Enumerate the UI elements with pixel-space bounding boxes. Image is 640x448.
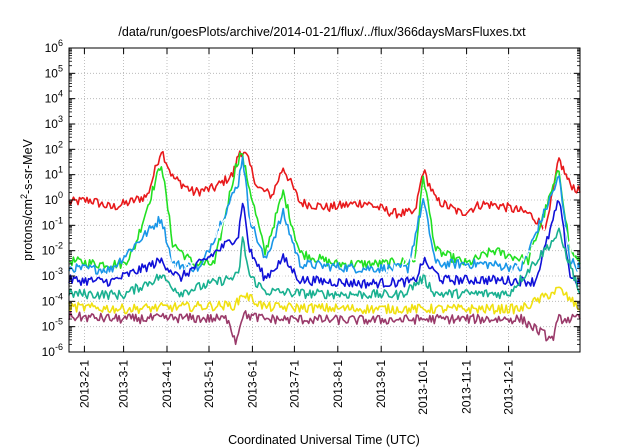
x-tick-label: 2013-3-1 xyxy=(117,360,131,408)
x-tick-label: 2013-10-1 xyxy=(416,360,430,415)
y-axis-label: protons/cm2-s-sr-MeV xyxy=(19,138,35,260)
y-tick-base: 10 xyxy=(45,41,59,55)
series-line-5 xyxy=(68,200,581,289)
y-tick-exponent: -4 xyxy=(55,291,63,301)
y-tick-label: 10-4 xyxy=(42,291,63,308)
y-axis-label-main: protons/cm xyxy=(21,199,35,261)
y-tick-base: 10 xyxy=(42,218,56,232)
y-tick-exponent: 3 xyxy=(58,114,63,124)
y-tick-label: 10-1 xyxy=(42,215,63,232)
y-tick-exponent: 0 xyxy=(58,190,63,200)
gridlines xyxy=(69,48,580,352)
x-tick-label: 2013-6-1 xyxy=(245,360,259,408)
y-tick-label: 106 xyxy=(45,38,63,55)
y-tick-label: 103 xyxy=(45,114,63,131)
y-tick-base: 10 xyxy=(42,345,56,359)
y-tick-label: 100 xyxy=(45,190,63,207)
y-tick-base: 10 xyxy=(45,168,59,182)
series-line-2 xyxy=(68,152,581,270)
y-tick-exponent: -6 xyxy=(55,342,63,352)
y-tick-exponent: 1 xyxy=(58,165,63,175)
y-tick-label: 101 xyxy=(45,165,63,182)
x-tick-label: 2013-11-1 xyxy=(460,360,474,414)
y-tick-label: 10-2 xyxy=(42,241,63,258)
y-tick-base: 10 xyxy=(42,244,56,258)
x-tick-label: 2013-8-1 xyxy=(331,360,345,408)
y-tick-exponent: -1 xyxy=(55,215,63,225)
y-tick-labels: 10-610-510-410-310-210-11001011021031041… xyxy=(42,38,63,359)
x-tick-label: 2013-9-1 xyxy=(374,360,388,408)
x-tick-labels: 2013-2-1 2013-3-1 2013-4-1 2013-5-1 2013-6-1… xyxy=(77,360,515,415)
y-tick-exponent: 2 xyxy=(58,139,63,149)
y-tick-exponent: 4 xyxy=(58,89,63,99)
series-line-6 xyxy=(68,227,581,301)
y-tick-base: 10 xyxy=(42,269,56,283)
x-tick-label: 2013-2-1 xyxy=(77,360,91,408)
y-tick-label: 10-6 xyxy=(42,342,63,359)
y-tick-exponent: -5 xyxy=(55,317,63,327)
x-tick-label: 2013-12-1 xyxy=(502,360,516,415)
y-tick-exponent: -2 xyxy=(55,241,63,251)
y-tick-label: 105 xyxy=(45,63,63,80)
y-axis-label-superscript: 2 xyxy=(19,194,29,199)
series-line-1 xyxy=(68,150,581,232)
y-tick-label: 104 xyxy=(45,89,63,106)
series-lines xyxy=(68,150,581,346)
y-axis-label-tail: -s-sr-MeV xyxy=(21,138,35,194)
series-line-8 xyxy=(68,310,581,346)
y-tick-exponent: -3 xyxy=(55,266,63,276)
series-line-7 xyxy=(68,286,581,315)
y-tick-base: 10 xyxy=(45,92,59,106)
y-tick-exponent: 6 xyxy=(58,38,63,48)
series-line-3 xyxy=(68,156,581,275)
x-tick-label: 2013-4-1 xyxy=(160,360,174,408)
y-tick-label: 102 xyxy=(45,139,63,156)
y-tick-base: 10 xyxy=(42,294,56,308)
y-tick-base: 10 xyxy=(45,66,59,80)
chart-title: /data/run/goesPlots/archive/2014-01-21/f… xyxy=(118,25,526,39)
y-tick-exponent: 5 xyxy=(58,63,63,73)
y-tick-label: 10-3 xyxy=(42,266,63,283)
axis-ticks xyxy=(69,47,580,353)
x-tick-label: 2013-7-1 xyxy=(287,360,301,408)
x-tick-label: 2013-5-1 xyxy=(202,360,216,408)
y-tick-base: 10 xyxy=(42,320,56,334)
y-tick-label: 10-5 xyxy=(42,317,63,334)
y-tick-base: 10 xyxy=(45,193,59,207)
y-tick-base: 10 xyxy=(45,117,59,131)
x-axis-label: Coordinated Universal Time (UTC) xyxy=(228,433,420,447)
y-tick-base: 10 xyxy=(45,142,59,156)
